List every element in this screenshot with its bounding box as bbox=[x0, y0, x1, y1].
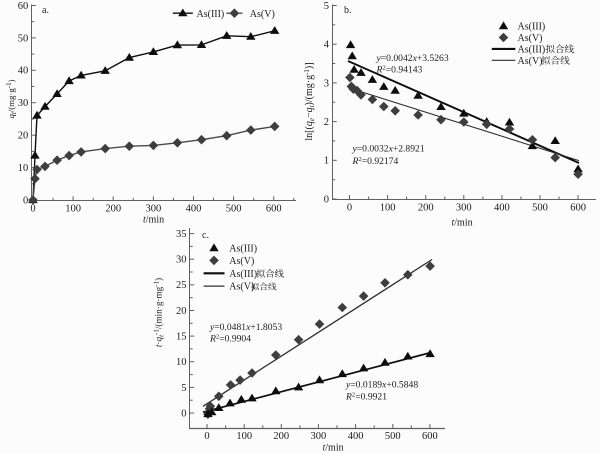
svg-text:100: 100 bbox=[236, 431, 252, 442]
svg-text:200: 200 bbox=[105, 204, 121, 215]
svg-text:200: 200 bbox=[273, 431, 289, 442]
svg-text:40: 40 bbox=[18, 66, 29, 77]
svg-text:400: 400 bbox=[186, 204, 202, 215]
svg-text:a.: a. bbox=[42, 5, 49, 16]
svg-text:y=0.0042x+3.5263: y=0.0042x+3.5263 bbox=[376, 53, 449, 64]
svg-text:100: 100 bbox=[380, 203, 396, 214]
svg-text:As(V): As(V) bbox=[229, 282, 254, 293]
svg-text:300: 300 bbox=[456, 203, 472, 214]
svg-text:50: 50 bbox=[18, 33, 29, 44]
svg-text:0: 0 bbox=[23, 195, 28, 206]
svg-text:0: 0 bbox=[30, 204, 35, 215]
svg-text:qt/(mg·g-1): qt/(mg·g-1) bbox=[5, 79, 18, 118]
svg-text:As(V): As(V) bbox=[229, 256, 254, 267]
svg-text:500: 500 bbox=[226, 204, 242, 215]
svg-text:R2=0.94143: R2=0.94143 bbox=[376, 64, 423, 75]
svg-text:500: 500 bbox=[532, 203, 548, 214]
svg-text:300: 300 bbox=[146, 204, 162, 215]
svg-text:100: 100 bbox=[65, 204, 81, 215]
svg-text:As(V): As(V) bbox=[250, 9, 275, 20]
svg-text:y=0.0032x+2.8921: y=0.0032x+2.8921 bbox=[352, 144, 425, 155]
svg-text:0: 0 bbox=[347, 203, 352, 214]
svg-text:y=0.0189x+0.5848: y=0.0189x+0.5848 bbox=[345, 380, 418, 391]
svg-text:30: 30 bbox=[176, 255, 187, 266]
svg-text:600: 600 bbox=[422, 431, 438, 442]
svg-text:As(III): As(III) bbox=[229, 244, 257, 255]
svg-text:5: 5 bbox=[181, 383, 186, 394]
svg-text:t·qt-1/(min·g·mg-1): t·qt-1/(min·g·mg-1) bbox=[153, 278, 166, 347]
svg-text:15: 15 bbox=[176, 332, 187, 343]
svg-text:t/min: t/min bbox=[452, 217, 473, 228]
svg-text:0: 0 bbox=[204, 431, 209, 442]
svg-text:300: 300 bbox=[311, 431, 327, 442]
svg-text:20: 20 bbox=[18, 131, 29, 142]
svg-text:0: 0 bbox=[324, 194, 329, 205]
svg-text:As(V): As(V) bbox=[518, 33, 543, 44]
svg-text:600: 600 bbox=[266, 204, 282, 215]
svg-text:As(III): As(III) bbox=[229, 269, 257, 280]
svg-text:200: 200 bbox=[418, 203, 434, 214]
svg-text:400: 400 bbox=[348, 431, 364, 442]
svg-text:600: 600 bbox=[570, 203, 586, 214]
svg-text:t/min: t/min bbox=[323, 443, 344, 454]
svg-text:R2=0.9921: R2=0.9921 bbox=[345, 391, 387, 402]
svg-text:4: 4 bbox=[324, 40, 330, 51]
svg-text:10: 10 bbox=[176, 357, 187, 368]
svg-text:25: 25 bbox=[176, 280, 187, 291]
svg-text:b.: b. bbox=[344, 5, 352, 16]
svg-text:ln[(qe−qt)/(mg·g-1)]: ln[(qe−qt)/(mg·g-1)] bbox=[303, 62, 316, 140]
svg-text:0: 0 bbox=[181, 408, 186, 419]
svg-text:20: 20 bbox=[176, 306, 187, 317]
svg-text:R2=0.9904: R2=0.9904 bbox=[209, 333, 251, 344]
svg-text:30: 30 bbox=[18, 98, 29, 109]
svg-text:1: 1 bbox=[324, 156, 329, 167]
svg-text:500: 500 bbox=[385, 431, 401, 442]
svg-text:y=0.0481x+1.8053: y=0.0481x+1.8053 bbox=[209, 322, 282, 333]
svg-text:As(V): As(V) bbox=[518, 56, 543, 67]
svg-text:R2=0.92174: R2=0.92174 bbox=[352, 156, 399, 167]
svg-text:35: 35 bbox=[176, 229, 187, 240]
svg-text:5: 5 bbox=[324, 1, 329, 12]
svg-text:As(III): As(III) bbox=[518, 45, 546, 56]
svg-text:2: 2 bbox=[324, 117, 329, 128]
svg-text:400: 400 bbox=[494, 203, 510, 214]
svg-text:As(III): As(III) bbox=[518, 22, 546, 33]
svg-text:c.: c. bbox=[202, 230, 209, 241]
svg-text:60: 60 bbox=[18, 1, 29, 12]
svg-text:t/min: t/min bbox=[143, 215, 164, 226]
svg-text:As(III): As(III) bbox=[197, 9, 225, 20]
svg-text:10: 10 bbox=[18, 163, 29, 174]
svg-text:3: 3 bbox=[324, 78, 329, 89]
